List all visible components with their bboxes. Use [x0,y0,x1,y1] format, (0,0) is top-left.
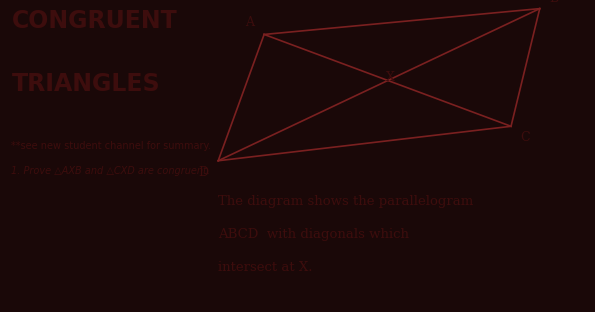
Text: intersect at X.: intersect at X. [218,261,313,274]
Text: X: X [386,71,395,84]
Text: A: A [245,17,254,29]
Text: ABCD  with diagonals which: ABCD with diagonals which [218,228,409,241]
Text: C: C [521,131,530,144]
Text: CONGRUENT: CONGRUENT [11,9,177,33]
Text: The diagram shows the parallelogram: The diagram shows the parallelogram [218,195,474,208]
Text: D: D [199,166,209,179]
Text: B: B [549,0,559,5]
Text: **see new student channel for summary.: **see new student channel for summary. [11,141,211,151]
Text: TRIANGLES: TRIANGLES [11,72,160,96]
Text: 1. Prove △AXB and △CXD are congruent.: 1. Prove △AXB and △CXD are congruent. [11,167,211,177]
